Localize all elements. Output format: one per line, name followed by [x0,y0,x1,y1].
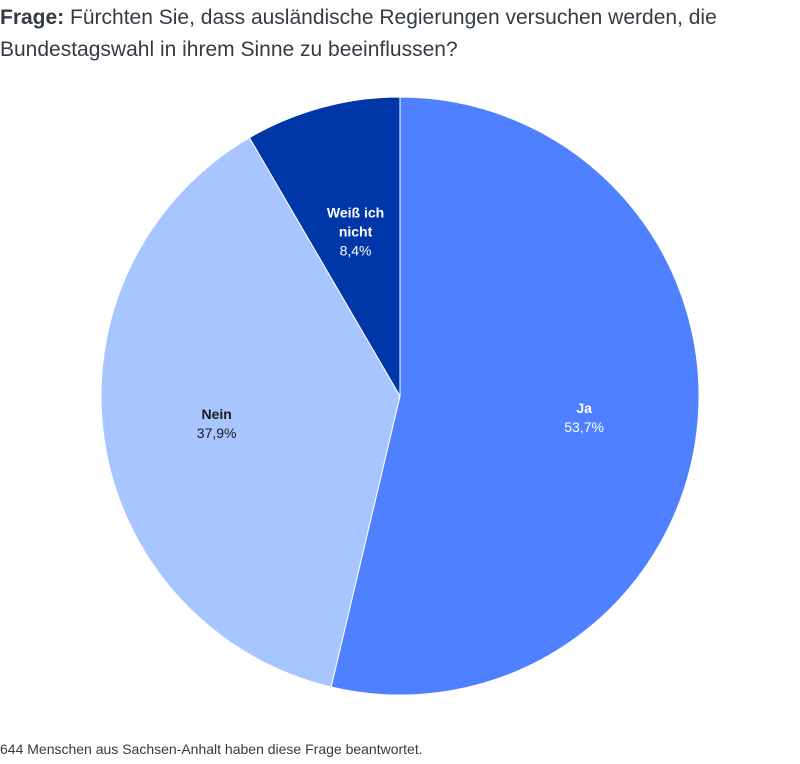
question-body: Fürchten Sie, dass ausländische Regierun… [0,6,717,61]
slice-name: Weiß ich [327,204,384,220]
slice-label-1: Nein 37,9% [197,406,237,441]
slice-name: Nein [201,406,231,422]
pie-labels: Ja 53,7% Nein 37,9% Weiß ich nicht 8,4% [197,204,604,440]
pie-slice-0 [330,96,700,696]
pie-slice-1 [100,137,401,688]
slice-value: 53,7% [564,419,604,435]
slice-name: Ja [576,400,592,416]
slice-name: nicht [339,223,373,239]
footnote: 644 Menschen aus Sachsen-Anhalt haben di… [0,741,423,757]
slice-label-2: Weiß ich nicht 8,4% [327,204,384,258]
pie-chart: Ja 53,7% Nein 37,9% Weiß ich nicht 8,4% [100,96,700,696]
slice-value: 37,9% [197,425,237,441]
slice-label-0: Ja 53,7% [564,400,604,435]
question-label: Frage: [0,6,65,29]
pie-slices [100,96,700,696]
pie-slice-2 [248,96,401,398]
slice-value: 8,4% [340,242,372,258]
question-text: Frage: Fürchten Sie, dass ausländische R… [0,2,790,66]
